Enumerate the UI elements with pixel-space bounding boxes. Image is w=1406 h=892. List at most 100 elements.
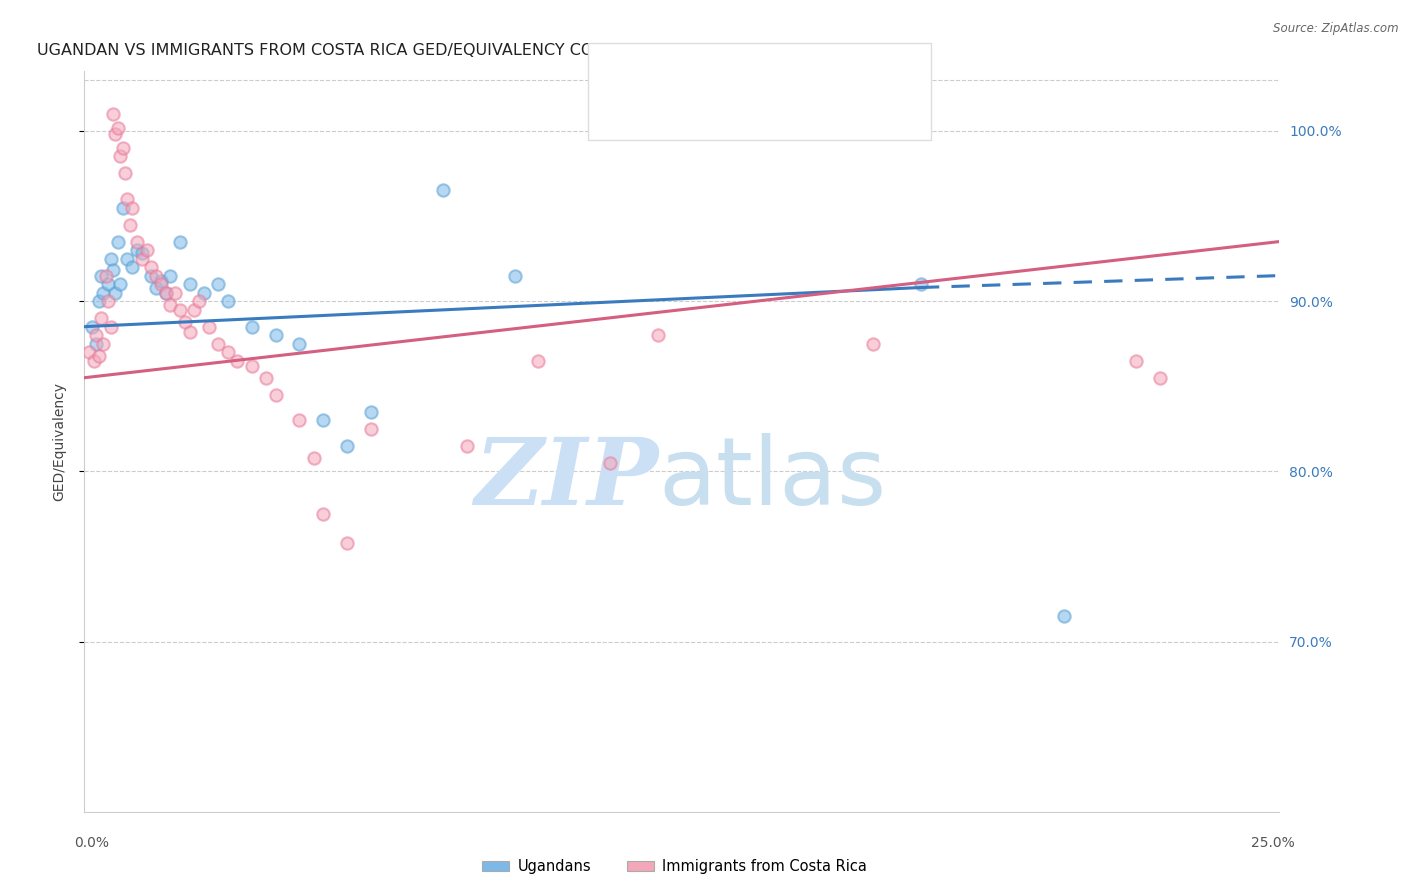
- Point: [83, 353, 105, 368]
- Point: [97, 277, 120, 292]
- Point: [1149, 370, 1171, 384]
- Point: [360, 422, 382, 436]
- Point: [207, 277, 229, 292]
- Point: [240, 319, 263, 334]
- Text: ZIP: ZIP: [474, 434, 658, 524]
- Point: [111, 141, 134, 155]
- Point: [197, 319, 219, 334]
- Point: [111, 201, 134, 215]
- Point: [125, 235, 148, 249]
- Point: [149, 277, 172, 292]
- Text: 0.152: 0.152: [683, 104, 727, 119]
- Point: [264, 388, 287, 402]
- Point: [93, 285, 115, 300]
- Point: [135, 243, 157, 257]
- Text: 36: 36: [789, 62, 808, 76]
- Point: [110, 149, 132, 163]
- Text: R =: R =: [644, 104, 678, 119]
- Point: [86, 328, 108, 343]
- Point: [183, 302, 205, 317]
- Point: [288, 336, 311, 351]
- Point: [312, 413, 335, 427]
- Point: [302, 450, 325, 465]
- Text: 0.073: 0.073: [683, 62, 727, 76]
- Point: [86, 336, 108, 351]
- Text: N =: N =: [749, 104, 783, 119]
- Point: [145, 268, 167, 283]
- Point: [527, 353, 550, 368]
- Point: [104, 285, 127, 300]
- Point: [90, 311, 112, 326]
- Point: [336, 439, 359, 453]
- Point: [503, 268, 526, 283]
- Point: [165, 285, 187, 300]
- Point: [217, 294, 239, 309]
- Point: [145, 280, 167, 294]
- Point: [107, 120, 129, 135]
- Point: [169, 235, 191, 249]
- Text: 25.0%: 25.0%: [1250, 836, 1295, 850]
- Point: [118, 218, 141, 232]
- Point: [288, 413, 311, 427]
- Point: [80, 319, 103, 334]
- Point: [240, 359, 263, 373]
- Point: [100, 319, 122, 334]
- Point: [149, 274, 172, 288]
- Point: [862, 336, 884, 351]
- Point: [94, 268, 117, 283]
- Point: [90, 268, 112, 283]
- Text: UGANDAN VS IMMIGRANTS FROM COSTA RICA GED/EQUIVALENCY CORRELATION CHART: UGANDAN VS IMMIGRANTS FROM COSTA RICA GE…: [37, 43, 742, 58]
- Text: 0.0%: 0.0%: [75, 836, 108, 850]
- Point: [121, 260, 143, 274]
- Text: R =: R =: [644, 62, 678, 76]
- Point: [647, 328, 669, 343]
- Point: [159, 268, 181, 283]
- Point: [114, 166, 136, 180]
- Point: [97, 294, 120, 309]
- Point: [193, 285, 215, 300]
- Point: [179, 277, 201, 292]
- Point: [131, 252, 153, 266]
- Point: [93, 336, 115, 351]
- Text: N =: N =: [749, 62, 783, 76]
- Text: 51: 51: [789, 104, 808, 119]
- Point: [599, 456, 621, 470]
- Point: [87, 294, 110, 309]
- Point: [188, 294, 211, 309]
- Point: [226, 353, 249, 368]
- Point: [107, 235, 129, 249]
- Point: [179, 325, 201, 339]
- Point: [173, 314, 195, 328]
- Point: [1053, 609, 1076, 624]
- Point: [159, 297, 181, 311]
- Point: [121, 201, 143, 215]
- Point: [336, 536, 359, 550]
- Point: [100, 252, 122, 266]
- Point: [104, 128, 127, 142]
- Point: [254, 370, 277, 384]
- Text: Source: ZipAtlas.com: Source: ZipAtlas.com: [1274, 22, 1399, 36]
- Point: [217, 345, 239, 359]
- Point: [110, 277, 132, 292]
- Point: [141, 268, 163, 283]
- Text: atlas: atlas: [658, 433, 886, 524]
- Point: [264, 328, 287, 343]
- Point: [101, 107, 124, 121]
- Point: [1125, 353, 1147, 368]
- Point: [155, 285, 177, 300]
- Point: [141, 260, 163, 274]
- Point: [169, 302, 191, 317]
- Point: [131, 246, 153, 260]
- Point: [432, 184, 454, 198]
- Point: [207, 336, 229, 351]
- Point: [117, 252, 139, 266]
- Legend: Ugandans, Immigrants from Costa Rica: Ugandans, Immigrants from Costa Rica: [477, 854, 873, 880]
- Y-axis label: GED/Equivalency: GED/Equivalency: [52, 382, 66, 501]
- Point: [456, 439, 478, 453]
- Point: [77, 345, 100, 359]
- Point: [155, 285, 177, 300]
- Point: [101, 263, 124, 277]
- Point: [360, 405, 382, 419]
- Point: [87, 349, 110, 363]
- Point: [125, 243, 148, 257]
